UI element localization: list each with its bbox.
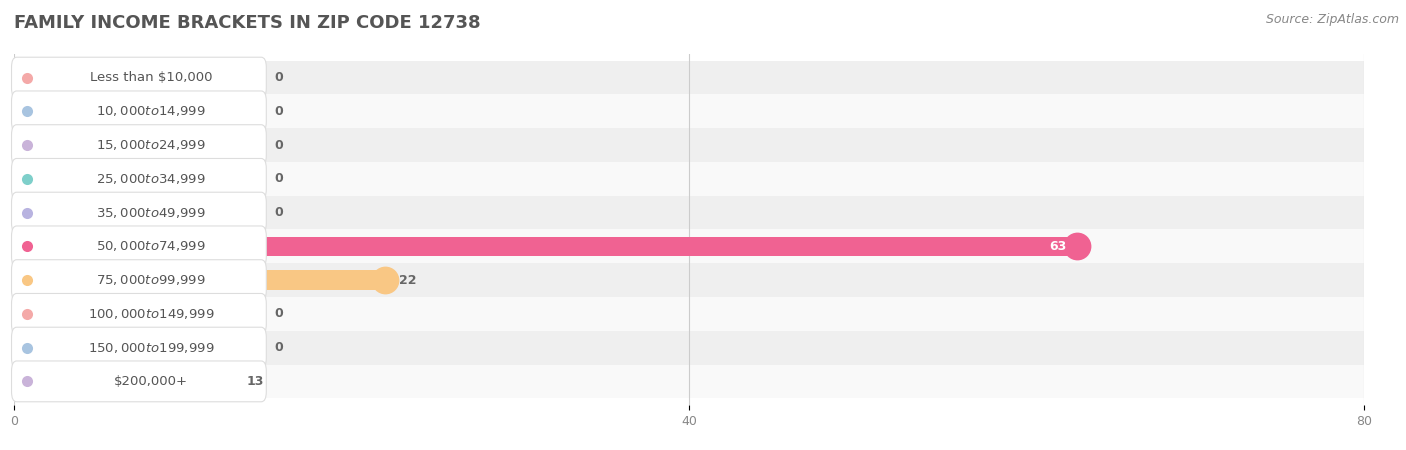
FancyBboxPatch shape — [11, 91, 266, 132]
Bar — [14, 297, 1364, 331]
Bar — [14, 61, 1364, 94]
Bar — [14, 94, 1364, 128]
FancyBboxPatch shape — [11, 125, 266, 166]
Text: 0: 0 — [274, 172, 284, 185]
Text: $150,000 to $199,999: $150,000 to $199,999 — [89, 341, 214, 355]
Text: 0: 0 — [274, 341, 284, 354]
Text: 13: 13 — [247, 375, 264, 388]
Text: $200,000+: $200,000+ — [114, 375, 188, 388]
Text: $75,000 to $99,999: $75,000 to $99,999 — [96, 273, 207, 287]
Text: $25,000 to $34,999: $25,000 to $34,999 — [96, 172, 207, 186]
Bar — [14, 364, 1364, 398]
Text: $15,000 to $24,999: $15,000 to $24,999 — [96, 138, 207, 152]
Text: Less than $10,000: Less than $10,000 — [90, 71, 212, 84]
Text: Source: ZipAtlas.com: Source: ZipAtlas.com — [1265, 14, 1399, 27]
Text: $50,000 to $74,999: $50,000 to $74,999 — [96, 239, 207, 253]
Text: $100,000 to $149,999: $100,000 to $149,999 — [89, 307, 214, 321]
FancyBboxPatch shape — [11, 192, 266, 233]
Bar — [14, 331, 1364, 364]
FancyBboxPatch shape — [11, 260, 266, 301]
FancyBboxPatch shape — [11, 327, 266, 368]
FancyBboxPatch shape — [11, 361, 266, 402]
Bar — [14, 237, 1077, 256]
Bar — [14, 230, 1364, 263]
Text: $35,000 to $49,999: $35,000 to $49,999 — [96, 206, 207, 220]
Bar — [14, 128, 1364, 162]
Text: 0: 0 — [274, 139, 284, 152]
Text: 0: 0 — [274, 307, 284, 320]
Text: 0: 0 — [274, 206, 284, 219]
Text: 0: 0 — [274, 71, 284, 84]
Bar — [14, 270, 385, 290]
Bar — [14, 372, 233, 391]
Text: 63: 63 — [1050, 240, 1067, 253]
Bar — [14, 263, 1364, 297]
Text: 22: 22 — [399, 274, 416, 287]
FancyBboxPatch shape — [11, 293, 266, 334]
FancyBboxPatch shape — [11, 226, 266, 267]
FancyBboxPatch shape — [11, 57, 266, 98]
Text: $10,000 to $14,999: $10,000 to $14,999 — [96, 104, 207, 118]
Text: 0: 0 — [274, 105, 284, 118]
Bar — [14, 196, 1364, 230]
Text: FAMILY INCOME BRACKETS IN ZIP CODE 12738: FAMILY INCOME BRACKETS IN ZIP CODE 12738 — [14, 14, 481, 32]
FancyBboxPatch shape — [11, 158, 266, 199]
Bar — [14, 162, 1364, 196]
